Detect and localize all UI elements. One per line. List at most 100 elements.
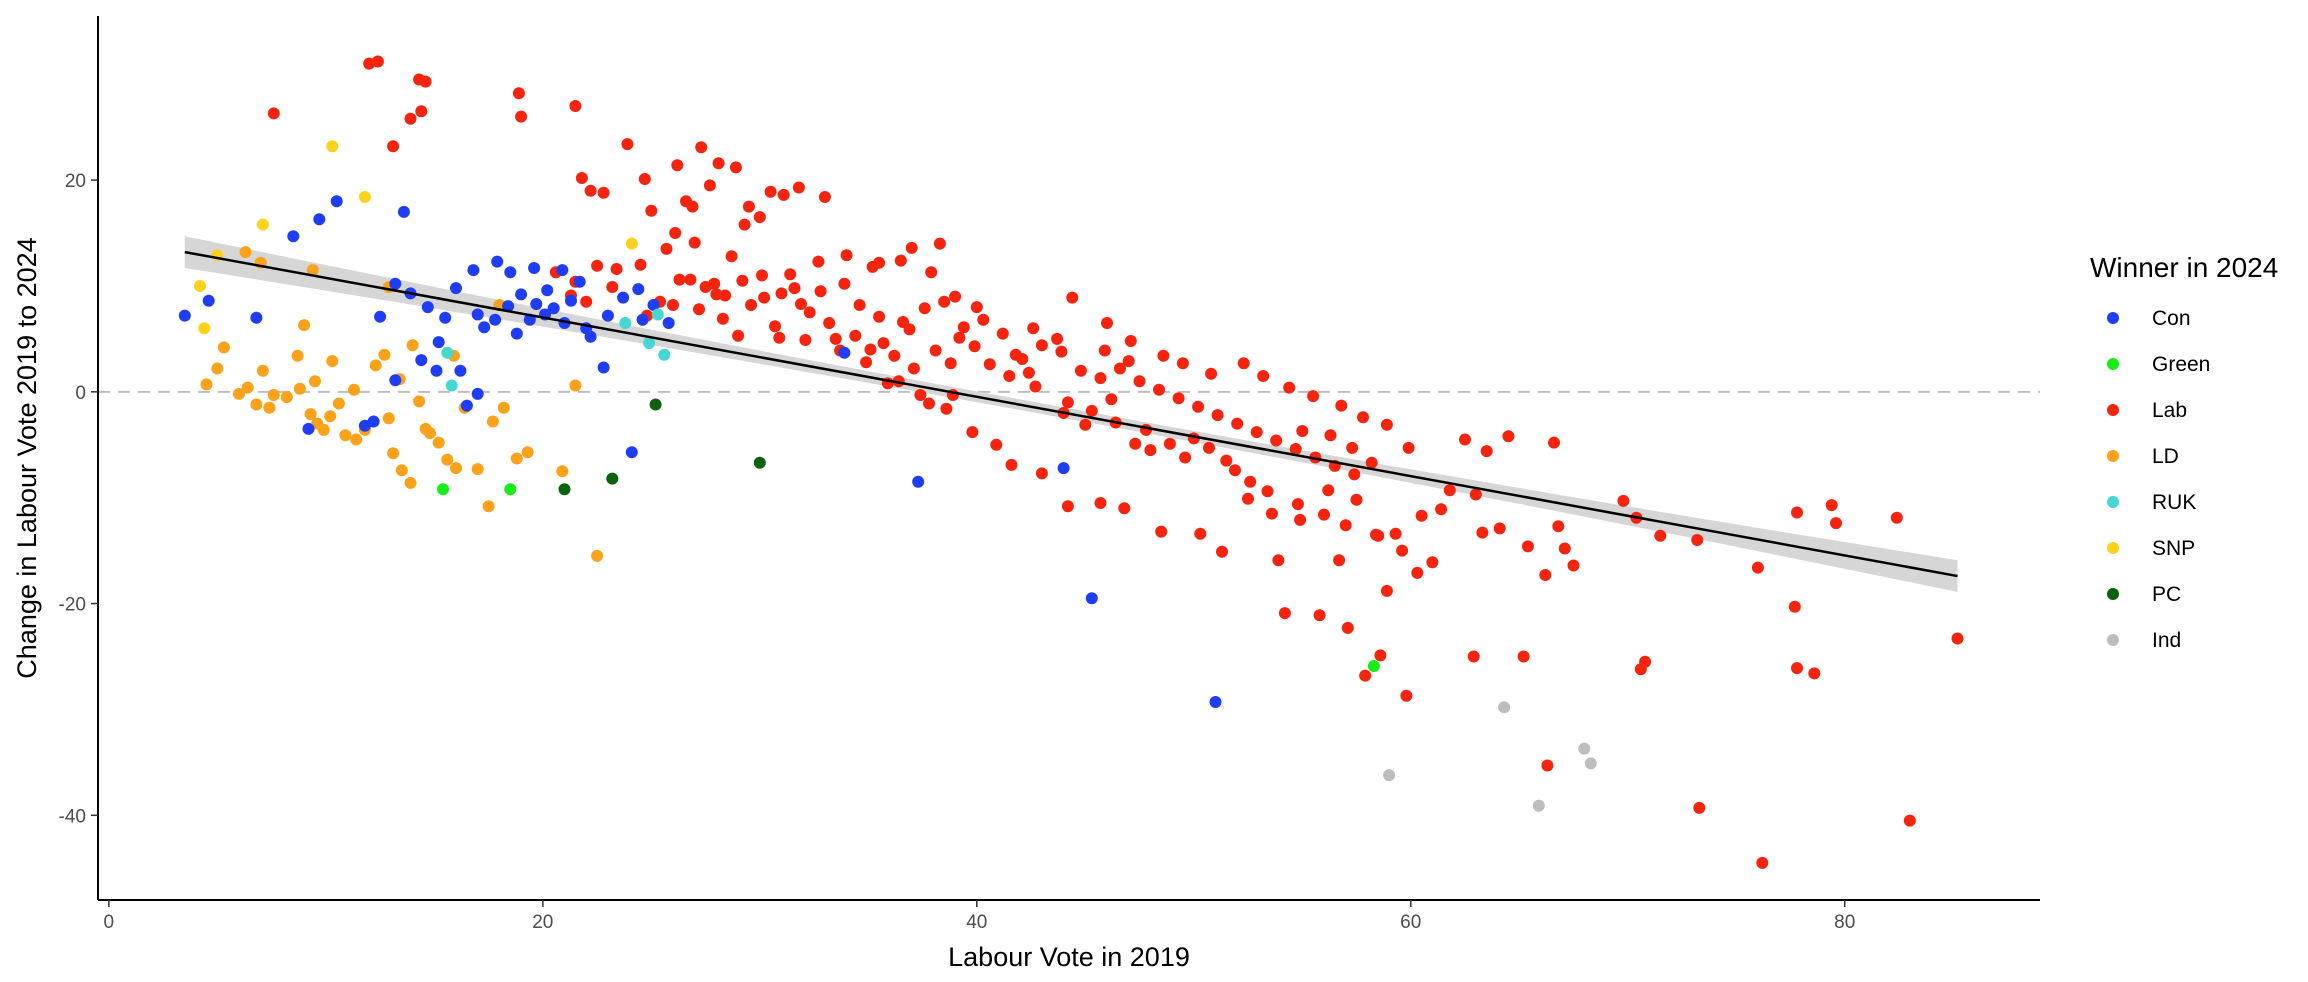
point-lab — [515, 110, 528, 123]
point-lab — [719, 289, 732, 302]
point-lab — [1357, 411, 1369, 424]
point-lab — [1283, 381, 1296, 394]
point-lab — [1061, 500, 1074, 513]
point-lab — [606, 281, 619, 293]
point-lab — [1094, 372, 1107, 385]
point-lab — [1691, 534, 1704, 546]
point-lab — [1380, 584, 1393, 597]
point-lab — [1339, 519, 1352, 532]
point-lab — [1124, 335, 1137, 347]
point-lab — [1144, 444, 1157, 457]
point-lab — [1133, 375, 1146, 388]
point-ld — [497, 401, 510, 414]
point-lab — [1791, 506, 1803, 519]
point-lab — [712, 157, 725, 170]
point-con — [647, 299, 660, 311]
point-ind — [1498, 701, 1511, 714]
point-lab — [769, 320, 781, 333]
point-lab — [1029, 380, 1042, 393]
legend-key-pc — [2107, 588, 2119, 600]
point-con — [565, 294, 577, 307]
point-lab — [267, 107, 280, 120]
point-lab — [1289, 443, 1302, 455]
point-ld — [482, 500, 495, 513]
point-con — [632, 283, 645, 296]
point-ld — [233, 387, 245, 400]
point-lab — [864, 343, 877, 356]
point-lab — [1396, 544, 1409, 557]
point-con — [1057, 462, 1070, 475]
point-ruk — [619, 317, 632, 329]
point-lab — [1085, 404, 1098, 417]
point-lab — [1061, 396, 1074, 409]
point-con — [430, 364, 443, 377]
point-lab — [638, 173, 651, 185]
point-lab — [1035, 339, 1048, 352]
point-lab — [996, 327, 1009, 340]
point-ld — [395, 464, 408, 477]
point-lab — [792, 181, 805, 194]
point-lab — [1459, 433, 1471, 446]
point-lab — [966, 426, 979, 439]
point-ld — [556, 465, 569, 478]
point-lab — [742, 200, 755, 213]
point-ld — [239, 246, 252, 259]
x-tick-label: 0 — [104, 912, 115, 933]
point-lab — [990, 438, 1003, 451]
point-lab — [610, 263, 623, 275]
point-ld — [486, 415, 499, 428]
point-lab — [1140, 423, 1152, 436]
point-ld — [441, 453, 454, 466]
point-lab — [1639, 655, 1652, 668]
point-lab — [1220, 454, 1233, 467]
y-tick-label: -20 — [59, 595, 86, 616]
point-ld — [382, 412, 395, 425]
point-snp — [326, 140, 339, 153]
point-lab — [775, 287, 788, 300]
point-con — [515, 288, 528, 301]
point-lab — [773, 331, 786, 344]
point-ld — [471, 463, 484, 476]
point-lab — [873, 310, 886, 323]
data-points-layer — [178, 55, 1964, 869]
point-lab — [1318, 508, 1330, 521]
point-con — [450, 282, 462, 295]
point-lab — [949, 290, 962, 303]
point-lab — [1693, 801, 1706, 814]
point-ld — [263, 401, 276, 414]
point-ruk — [658, 348, 671, 361]
point-lab — [1122, 355, 1135, 368]
point-lab — [1035, 467, 1048, 480]
point-lab — [1237, 357, 1250, 370]
point-snp — [194, 280, 206, 292]
point-con — [597, 361, 610, 374]
point-con — [547, 302, 560, 315]
point-con — [504, 266, 517, 279]
point-con — [389, 277, 402, 290]
point-lab — [1365, 456, 1378, 469]
point-lab — [1244, 475, 1257, 488]
legend-key-con — [2107, 312, 2119, 324]
point-lab — [970, 301, 983, 314]
point-ld — [591, 549, 604, 562]
point-lab — [784, 268, 797, 281]
legend-label-snp: SNP — [2152, 537, 2195, 560]
point-lab — [1157, 349, 1170, 362]
point-lab — [1307, 390, 1320, 403]
point-lab — [756, 269, 768, 282]
point-lab — [1402, 441, 1415, 454]
point-lab — [1005, 458, 1018, 471]
point-lab — [1903, 814, 1916, 827]
point-lab — [1469, 488, 1482, 501]
legend-key-green — [2107, 358, 2119, 370]
point-lab — [1074, 364, 1087, 377]
point-lab — [1341, 621, 1354, 634]
point-lab — [1216, 545, 1228, 558]
point-lab — [1552, 520, 1565, 533]
point-lab — [1374, 649, 1387, 662]
point-lab — [1051, 332, 1064, 345]
y-tick-label: 0 — [75, 383, 86, 404]
point-lab — [977, 313, 990, 326]
point-lab — [645, 204, 658, 217]
